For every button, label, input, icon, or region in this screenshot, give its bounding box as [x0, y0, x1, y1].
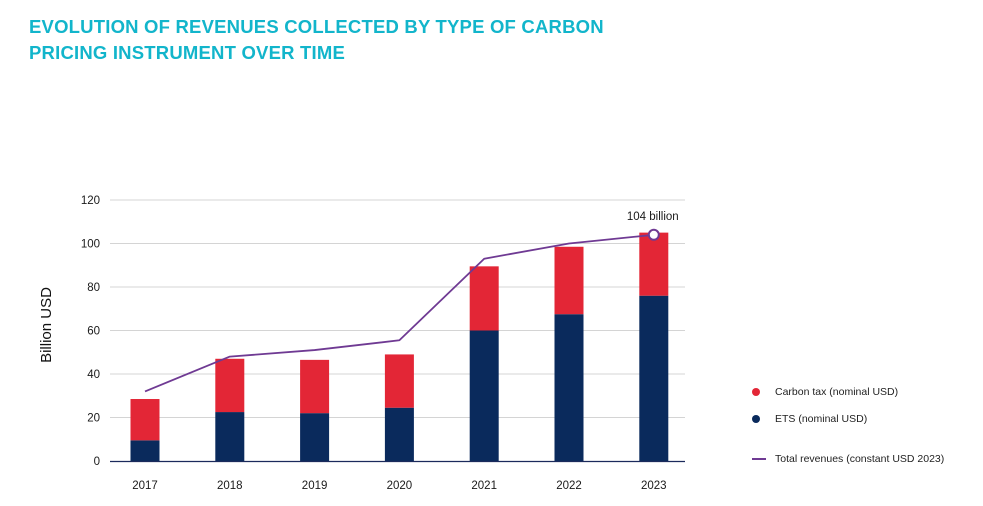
legend-label-ets: ETS (nominal USD)	[775, 413, 868, 425]
ets-bar	[300, 413, 330, 461]
legend-item-ets: ETS (nominal USD)	[752, 413, 867, 425]
x-tick-label: 2017	[132, 480, 158, 492]
y-tick-label: 40	[87, 369, 100, 381]
total-line-swatch	[752, 458, 766, 460]
annotation-label: 104 billion	[627, 211, 679, 223]
total-revenues-line	[144, 233, 654, 393]
carbon-tax-bar	[130, 399, 160, 441]
x-tick-label: 2021	[471, 480, 497, 492]
carbon-tax-bar	[554, 246, 584, 315]
carbon-tax-swatch	[752, 388, 760, 396]
x-tick-label: 2020	[387, 480, 413, 492]
ets-swatch	[752, 415, 760, 423]
y-tick-label: 120	[81, 195, 100, 207]
carbon-tax-bar	[300, 359, 330, 414]
ets-bar	[554, 314, 584, 461]
annotation-marker	[647, 228, 660, 241]
carbon-tax-bar	[384, 354, 414, 408]
chart-title-line-1: EVOLUTION OF REVENUES COLLECTED BY TYPE …	[29, 16, 604, 37]
y-tick-label: 100	[81, 239, 100, 251]
ets-bar	[384, 407, 414, 461]
chart-title-line-2: PRICING INSTRUMENT OVER TIME	[29, 42, 345, 63]
x-tick-label: 2023	[641, 480, 667, 492]
x-tick-label: 2019	[302, 480, 328, 492]
x-tick-label: 2018	[217, 480, 243, 492]
y-tick-label: 20	[87, 413, 100, 425]
carbon-tax-bar	[469, 266, 499, 331]
carbon-tax-bar	[215, 358, 245, 413]
bars	[130, 232, 669, 461]
ets-bar	[130, 440, 160, 461]
y-axis-title: Billion USD	[38, 287, 55, 363]
y-tick-label: 0	[94, 456, 100, 468]
legend-item-total: Total revenues (constant USD 2023)	[752, 453, 944, 465]
carbon-tax-bar	[639, 232, 669, 296]
y-tick-label: 60	[87, 326, 100, 338]
total-revenues-line-group	[144, 228, 660, 393]
x-tick-label: 2022	[556, 480, 582, 492]
ets-bar	[639, 295, 669, 461]
legend-item-carbon-tax: Carbon tax (nominal USD)	[752, 386, 898, 398]
legend-label-carbon-tax: Carbon tax (nominal USD)	[775, 386, 899, 398]
axis-labels: 0 20 40 60 80 100 120 2017 2018 2019 2020 2021 2022 2…	[81, 195, 679, 492]
ets-bar	[469, 330, 499, 461]
legend-label-total: Total revenues (constant USD 2023)	[775, 453, 945, 465]
ets-bar	[215, 412, 245, 461]
y-tick-label: 80	[87, 282, 100, 294]
chart-title: EVOLUTION OF REVENUES COLLECTED BY TYPE …	[29, 14, 669, 66]
